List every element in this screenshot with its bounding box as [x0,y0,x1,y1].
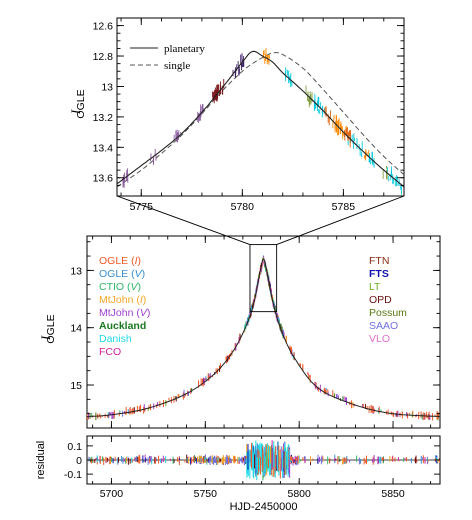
main-ylabel: I [38,335,53,341]
inset-xtick-label: 5775 [130,201,154,213]
legend-entry-left: OGLE (V) [99,268,145,280]
inset-ytick-label: 12.8 [93,51,114,63]
inset-planetary-model-line [117,50,404,188]
inset-ytick-label: 13.2 [93,112,114,124]
inset-plot-area [117,47,404,195]
legend-planetary-label: planetary [164,43,205,55]
legend-entry-left: OGLE (I) [99,255,141,267]
inset-legend: planetary single [130,43,205,72]
residual-plot-area [87,440,440,481]
main-ytick-label: 13 [70,265,82,277]
residual-xtick-label: 5700 [100,488,124,500]
legend-entry-left: CTIO (V) [99,281,141,293]
inset-single-model-line [117,52,404,188]
main-ytick-label: 15 [70,380,82,392]
inset-ytick-label: 13.6 [93,173,114,185]
zoom-box [249,244,278,313]
main-ytick-label: 14 [70,323,82,335]
main-model-line [87,258,440,417]
legend-entry-right: FTS [369,268,389,280]
inset-xtick-label: 5785 [332,201,356,213]
inset-frame [116,17,405,197]
main-frame [86,235,441,429]
inset-xtick-label: 5780 [231,201,255,213]
legend-entry-right: SAAO [369,320,398,332]
residual-ytick-label: 0 [76,455,82,467]
inset-ytick-label: 13.4 [93,142,114,154]
legend-single-label: single [164,60,190,72]
inset-ylabel-sub: OGLE [75,89,87,118]
residual-ylabel: residual [35,441,47,480]
residual-panel: 5700 5750 5800 5850 0.1 0 -0.1 residual HJD-2450… [35,435,441,513]
residual-ytick-label: 0.1 [67,441,82,453]
inset-ytick-label: 13 [101,81,113,93]
residual-xlabel: HJD-2450000 [230,501,298,513]
legend-entry-right: FTN [369,255,389,267]
legend-entry-right: OPD [369,294,392,306]
legend-entry-left: Danish [99,333,132,345]
legend-entry-right: Possum [369,307,407,319]
residual-xtick-label: 5800 [287,488,311,500]
main-plot-area [87,255,440,421]
zoom-connector-lines [116,195,405,246]
residual-xtick-label: 5850 [381,488,405,500]
legend-entry-left: Auckland [99,320,146,332]
inset-ytick-label: 12.6 [93,21,114,33]
residual-xtick-label: 5750 [194,488,218,500]
legend-entry-left: FCO [99,346,121,358]
legend-entry-left: MtJohn (I) [99,294,146,306]
residual-ytick-label: -0.1 [64,469,82,481]
inset-ylabel: I [68,109,83,115]
main-ylabel-sub: OGLE [45,314,57,343]
main-legend-left: OGLE (I)OGLE (V)CTIO (V)MtJohn (I)MtJohn… [99,255,150,358]
legend-entry-right: LT [369,281,381,293]
legend-entry-right: VLO [369,333,390,345]
legend-entry-left: MtJohn (V) [99,307,150,319]
